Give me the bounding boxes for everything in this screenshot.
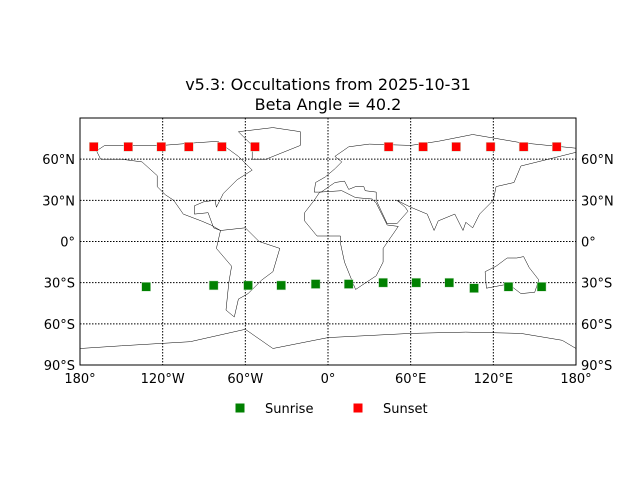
coastline-eurasia bbox=[313, 134, 577, 232]
sunset-marker bbox=[184, 142, 194, 152]
map-frame bbox=[79, 117, 577, 366]
sunrise-marker bbox=[411, 277, 421, 288]
y-tick-label-right: 90°S bbox=[581, 359, 612, 374]
markers bbox=[89, 142, 562, 293]
x-tick-label: 120°W bbox=[141, 372, 185, 387]
y-tick-label-left: 90°S bbox=[44, 359, 75, 374]
sunrise-marker bbox=[141, 282, 151, 292]
sunrise-marker bbox=[310, 279, 321, 289]
tick-labels: 180° 120°W 60°W 0° 60°E 120°E 180°90°S 90°S60°S… bbox=[42, 153, 614, 387]
sunset-marker bbox=[518, 142, 529, 152]
y-tick-label-left: 30°N bbox=[42, 194, 75, 209]
sunrise-marker bbox=[503, 282, 514, 292]
y-tick-label-left: 0° bbox=[60, 236, 75, 251]
sunset-marker bbox=[156, 142, 167, 152]
y-tick-label-right: 0° bbox=[581, 236, 596, 251]
x-tick-label: 0° bbox=[321, 372, 336, 387]
sunset-marker bbox=[451, 142, 461, 152]
legend-sunrise-marker bbox=[235, 403, 245, 413]
x-tick-label: 120°E bbox=[474, 372, 514, 387]
sunset-marker bbox=[383, 142, 394, 152]
coastline-north-america bbox=[96, 141, 253, 231]
coastline-greenland bbox=[237, 127, 301, 160]
sunset-marker bbox=[217, 142, 227, 152]
x-tick-label: 60°E bbox=[395, 372, 426, 387]
sunset-marker bbox=[551, 142, 562, 152]
legend: Sunrise Sunset bbox=[235, 402, 428, 417]
x-tick-label: 180° bbox=[64, 372, 95, 387]
sunset-marker bbox=[485, 142, 496, 152]
legend-sunset-label: Sunset bbox=[383, 402, 428, 417]
sunset-marker bbox=[123, 142, 133, 152]
sunrise-marker bbox=[276, 280, 286, 291]
legend-sunset-marker bbox=[353, 403, 363, 413]
sunrise-marker bbox=[208, 280, 219, 291]
sunrise-marker bbox=[444, 277, 454, 288]
sunrise-marker bbox=[343, 279, 354, 289]
legend-sunrise-label: Sunrise bbox=[265, 402, 313, 417]
chart-subtitle: Beta Angle = 40.2 bbox=[255, 95, 402, 114]
sunrise-marker bbox=[243, 280, 253, 291]
y-tick-label-right: 30°N bbox=[581, 194, 614, 209]
sunset-marker bbox=[89, 142, 99, 152]
y-tick-label-right: 60°N bbox=[581, 153, 614, 168]
sunrise-marker bbox=[469, 283, 479, 293]
graticule bbox=[80, 118, 576, 365]
y-tick-label-left: 30°S bbox=[44, 277, 75, 292]
y-tick-label-right: 60°S bbox=[581, 318, 612, 333]
y-tick-label-left: 60°N bbox=[42, 153, 75, 168]
coastline-south-america bbox=[216, 227, 281, 318]
chart-title: v5.3: Occultations from 2025-10-31 bbox=[185, 75, 471, 94]
sunset-marker bbox=[418, 142, 428, 152]
coastline-africa bbox=[304, 190, 399, 290]
x-tick-label: 60°W bbox=[227, 372, 263, 387]
y-tick-label-left: 60°S bbox=[44, 318, 75, 333]
sunset-marker bbox=[250, 142, 260, 152]
sunrise-marker bbox=[378, 277, 388, 288]
x-tick-label: 180° bbox=[560, 372, 591, 387]
sunrise-marker bbox=[536, 282, 547, 292]
y-tick-label-right: 30°S bbox=[581, 277, 612, 292]
